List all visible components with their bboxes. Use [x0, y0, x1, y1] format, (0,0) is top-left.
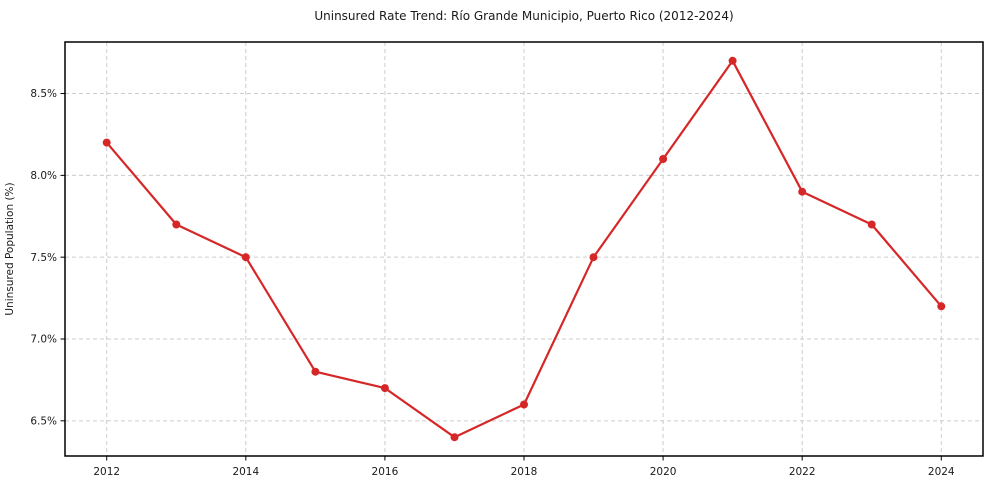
series-layer — [102, 56, 946, 442]
y-tick-label: 7.0% — [30, 334, 57, 346]
chart-title: Uninsured Rate Trend: Río Grande Municip… — [314, 9, 733, 23]
y-tick-label: 8.5% — [30, 88, 57, 100]
x-tick-label: 2018 — [511, 466, 538, 478]
data-point — [798, 187, 807, 196]
x-tick-label: 2022 — [789, 466, 816, 478]
data-point — [172, 220, 181, 229]
data-point — [450, 433, 459, 442]
data-point — [102, 138, 111, 147]
data-point — [311, 367, 320, 376]
grid-layer — [65, 42, 983, 456]
axis-layer: 6.5% 7.0% 7.5% 8.0% 8.5% 2012 2014 2016 2018 2020… — [30, 41, 984, 478]
data-point — [659, 155, 668, 163]
data-point — [867, 220, 876, 229]
y-tick-label: 7.5% — [30, 252, 57, 264]
x-tick-label: 2024 — [928, 466, 955, 478]
x-tick-label: 2014 — [232, 466, 259, 478]
y-tick-label: 8.0% — [30, 170, 57, 182]
data-point — [520, 400, 528, 409]
data-point — [241, 253, 250, 262]
data-point — [589, 253, 598, 262]
data-point — [937, 302, 946, 311]
x-tick-label: 2012 — [93, 466, 120, 478]
y-axis-label: Uninsured Population (%) — [4, 182, 16, 315]
data-point — [380, 384, 389, 393]
x-tick-label: 2020 — [650, 466, 677, 478]
y-tick-label: 6.5% — [30, 416, 57, 428]
data-point — [728, 56, 737, 65]
x-tick-label: 2016 — [372, 466, 399, 478]
